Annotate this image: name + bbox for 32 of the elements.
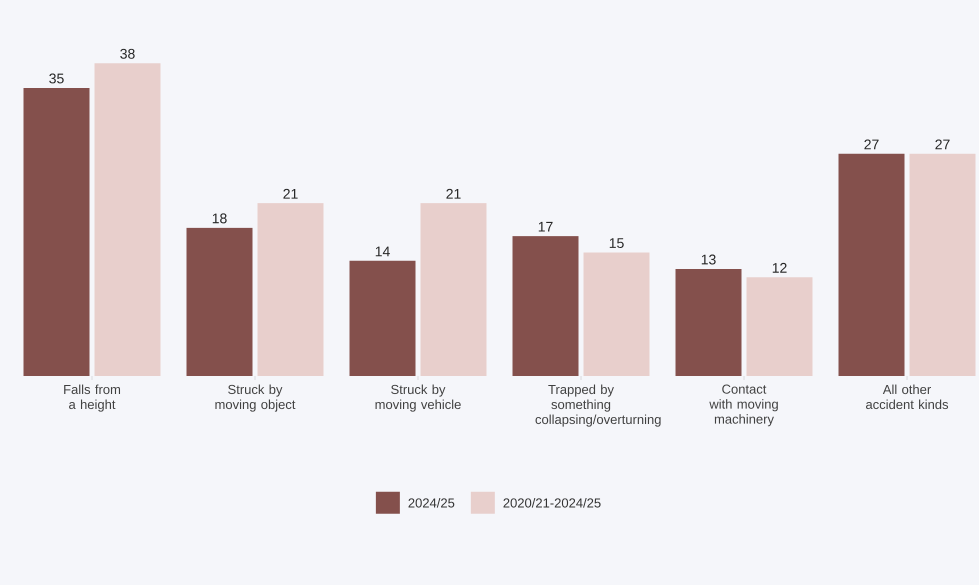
- data-label: 14: [376, 246, 390, 256]
- data-label: 27: [864, 139, 879, 150]
- bar: [186, 228, 253, 376]
- bar: [512, 236, 579, 376]
- bar: [746, 277, 813, 376]
- data-label: 17: [538, 222, 553, 232]
- x-tick-label: All other accident kinds: [866, 384, 948, 410]
- x-tick-label: Trapped by something collapsing/overturning: [536, 384, 661, 427]
- bar: [350, 260, 416, 376]
- bar: [838, 154, 905, 376]
- data-label: 35: [49, 74, 64, 84]
- legend-label: 2024/25: [408, 498, 454, 508]
- x-tick-label: Contact with moving machinery: [709, 384, 778, 426]
- data-label: 27: [935, 139, 950, 150]
- data-label: 21: [283, 188, 298, 199]
- x-tick-label: Falls from a height: [64, 384, 120, 412]
- bar: [94, 63, 160, 376]
- data-label: 15: [610, 238, 624, 248]
- data-label: 12: [772, 262, 787, 273]
- bar: [258, 203, 324, 376]
- bar: [420, 203, 487, 376]
- data-label: 38: [120, 48, 135, 59]
- bar: [676, 269, 742, 376]
- data-label: 18: [212, 213, 227, 224]
- data-label: 13: [702, 254, 716, 264]
- legend-label: 2020/21-2024/25: [503, 498, 601, 508]
- x-tick-label: Struck by moving vehicle: [376, 384, 461, 412]
- bar: [24, 88, 90, 376]
- x-tick-label: Struck by moving object: [215, 384, 296, 412]
- data-label: 21: [446, 188, 461, 199]
- bar: [910, 154, 976, 376]
- bar: [584, 252, 650, 376]
